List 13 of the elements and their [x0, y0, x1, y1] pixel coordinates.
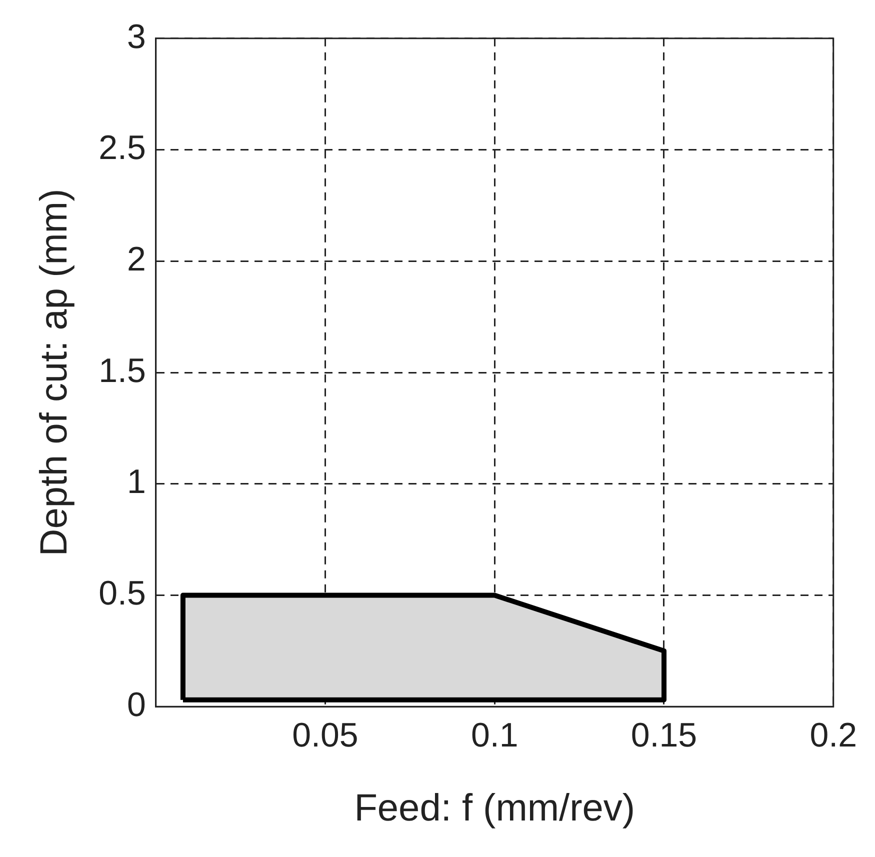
y-tick-label: 1: [126, 463, 146, 502]
x-tick-label: 0.1: [470, 716, 518, 754]
y-tick-label: 2.5: [98, 129, 146, 168]
y-tick-label: 0: [126, 686, 146, 724]
y-tick-label: 3: [126, 18, 146, 56]
x-tick-label: 0.15: [630, 716, 698, 754]
y-tick-label: 1.5: [98, 352, 146, 390]
x-tick-label: 0.2: [810, 716, 857, 754]
x-axis-title: Feed: f (mm/rev): [354, 788, 636, 830]
y-tick-label: 0.5: [98, 574, 146, 613]
y-tick-label: 2: [126, 240, 146, 279]
x-tick-label: 0.05: [292, 716, 358, 754]
y-axis-title: Depth of cut: ap (mm): [33, 188, 76, 556]
